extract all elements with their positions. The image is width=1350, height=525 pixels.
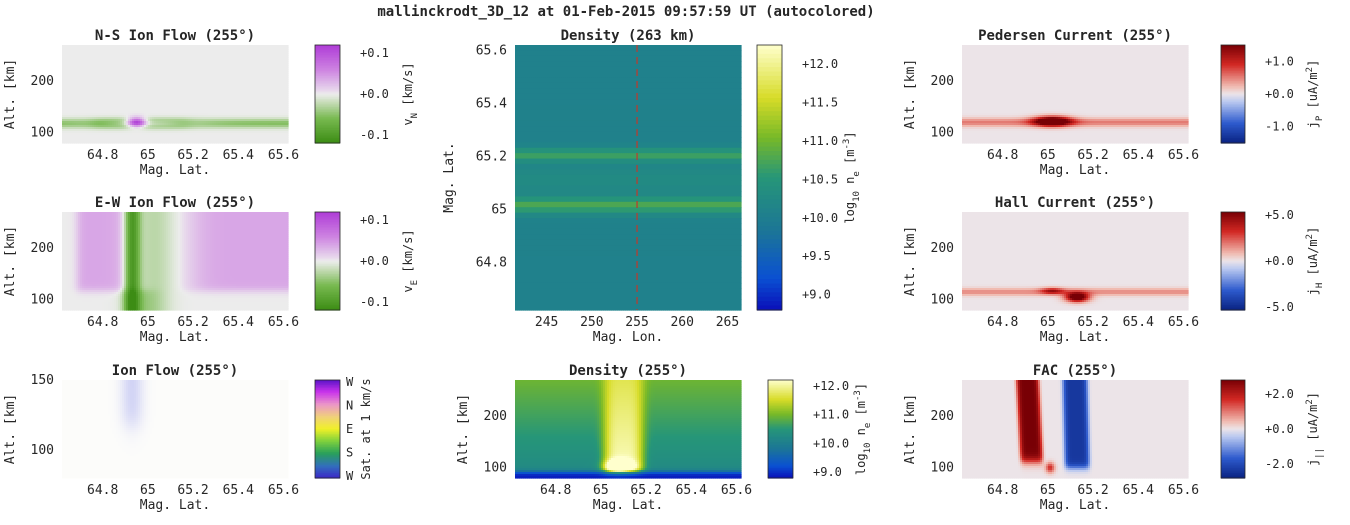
ns-flow-heatmap	[62, 45, 289, 144]
figure: mallinckrodt_3D_12 at 01-Feb-2015 09:57:…	[0, 0, 1350, 525]
figure-suptitle: mallinckrodt_3D_12 at 01-Feb-2015 09:57:…	[377, 4, 874, 20]
panels: N-S Ion Flow (255°)64.8 65 65.2 65.4 65.6100…	[3, 28, 1325, 513]
panel-ns-flow: N-S Ion Flow (255°)64.8 65 65.2 65.4 65.6100…	[3, 28, 420, 178]
